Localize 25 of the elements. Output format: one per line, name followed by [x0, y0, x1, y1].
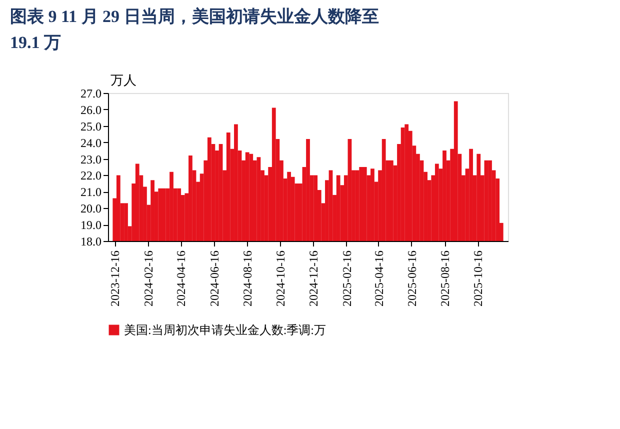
y-tick-label: 19.0	[80, 218, 102, 232]
x-tick-label: 2025-04-16	[372, 250, 386, 306]
x-tick-label: 2024-12-16	[306, 250, 320, 306]
y-tick-label: 23.0	[80, 152, 102, 166]
y-tick-label: 18.0	[80, 234, 102, 248]
y-tick-label: 26.0	[80, 102, 102, 117]
x-tick-label: 2024-04-16	[174, 250, 188, 306]
x-tick-label: 2025-02-16	[340, 250, 354, 306]
x-tick-label: 2024-10-16	[273, 250, 288, 306]
y-tick-label: 27.0	[80, 86, 102, 100]
chart-title: 图表 9 11 月 29 日当周，美国初请失业金人数降至19.1 万	[10, 7, 379, 52]
x-tick-label: 2024-02-16	[142, 250, 156, 306]
legend-label: 美国:当周初次申请失业金人数:季调:万	[124, 323, 326, 337]
x-tick-label: 2025-08-16	[438, 250, 452, 306]
x-tick-label: 2025-06-16	[404, 250, 419, 306]
y-tick-label: 20.0	[80, 202, 102, 216]
x-tick-label: 2025-10-16	[471, 250, 486, 306]
y-tick-label: 24.0	[80, 136, 102, 150]
y-axis-title: 万人	[110, 72, 136, 88]
y-tick-label: 21.0	[80, 185, 102, 200]
x-tick-label: 2023-12-16	[108, 250, 122, 306]
x-tick-label: 2024-08-16	[240, 250, 254, 306]
y-tick-label: 22.0	[80, 168, 102, 183]
y-tick-label: 25.0	[80, 119, 102, 134]
x-tick-label: 2024-06-16	[207, 250, 222, 306]
